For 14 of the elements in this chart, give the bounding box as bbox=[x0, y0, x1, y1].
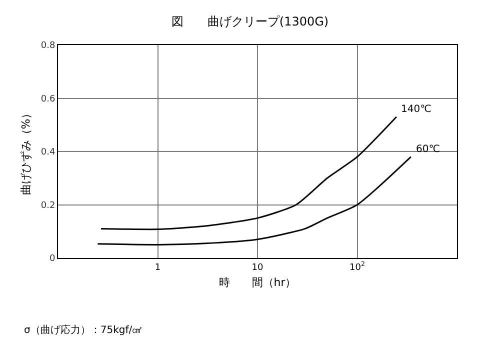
y-axis-title: 曲げひずみ（%） bbox=[20, 108, 33, 196]
chart-title: 図 曲げクリープ(1300G) bbox=[171, 14, 329, 28]
y-tick-label: 0.4 bbox=[40, 148, 56, 158]
x-tick-label: 10$^{2}$ bbox=[350, 261, 365, 273]
text: σ（曲げ応力）：75kgf/㎠ bbox=[24, 324, 142, 336]
series-label: 60℃ bbox=[416, 144, 440, 155]
x-tick-label: 10 bbox=[252, 262, 264, 273]
y-tick-label: 0.6 bbox=[40, 94, 56, 104]
y-tick-label: 0 bbox=[49, 254, 56, 264]
y-tick-label: 0.2 bbox=[40, 200, 56, 211]
y-tick-label: 0.8 bbox=[40, 41, 56, 52]
x-axis-title: 時 間（hr） bbox=[218, 276, 296, 289]
x-tick-label: 1 bbox=[154, 262, 161, 273]
series-label: 140℃ bbox=[401, 104, 432, 115]
